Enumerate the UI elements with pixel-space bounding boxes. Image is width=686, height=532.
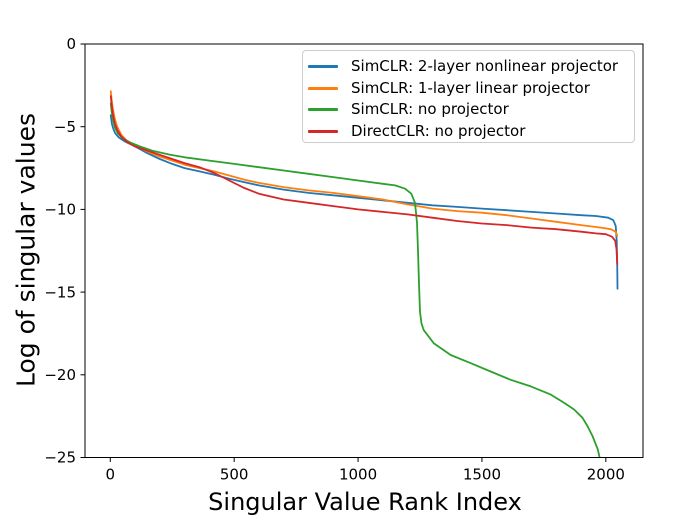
legend-item: DirectCLR: no projector bbox=[308, 121, 634, 143]
x-tick-label: 2000 bbox=[587, 466, 625, 484]
x-axis-label: Singular Value Rank Index bbox=[208, 488, 522, 516]
y-tick-label: −20 bbox=[44, 366, 76, 384]
series-line-2 bbox=[109, 102, 601, 458]
axes-spines bbox=[84, 43, 644, 458]
legend-item: SimCLR: 2-layer nonlinear projector bbox=[308, 56, 634, 78]
legend-item: SimCLR: no projector bbox=[308, 99, 634, 121]
y-tick-label: −5 bbox=[54, 118, 76, 136]
legend-line-swatch bbox=[308, 129, 338, 133]
x-tick-label: 1500 bbox=[463, 466, 501, 484]
legend-line-swatch bbox=[308, 65, 338, 69]
legend-line-swatch bbox=[308, 108, 338, 112]
series-lines bbox=[109, 90, 619, 458]
x-tick-label: 1000 bbox=[339, 466, 377, 484]
legend-item-label: DirectCLR: no projector bbox=[351, 121, 526, 140]
legend-item-label: SimCLR: no projector bbox=[351, 100, 509, 119]
x-tick-label: 500 bbox=[220, 466, 249, 484]
legend-item-label: SimCLR: 1-layer linear projector bbox=[351, 78, 590, 97]
y-axis-label: Log of singular values bbox=[11, 113, 41, 387]
y-tick-label: −25 bbox=[44, 449, 76, 467]
series-line-3 bbox=[109, 95, 619, 265]
legend-item: SimCLR: 1-layer linear projector bbox=[308, 78, 634, 100]
legend-line-swatch bbox=[308, 86, 338, 90]
y-tick-label: −10 bbox=[44, 201, 76, 219]
y-tick-label: 0 bbox=[66, 35, 76, 53]
legend-item-label: SimCLR: 2-layer nonlinear projector bbox=[351, 57, 619, 76]
x-tick-label: 0 bbox=[106, 466, 116, 484]
y-tick-label: −15 bbox=[44, 283, 76, 301]
legend: SimCLR: 2-layer nonlinear projector SimC… bbox=[302, 50, 635, 143]
